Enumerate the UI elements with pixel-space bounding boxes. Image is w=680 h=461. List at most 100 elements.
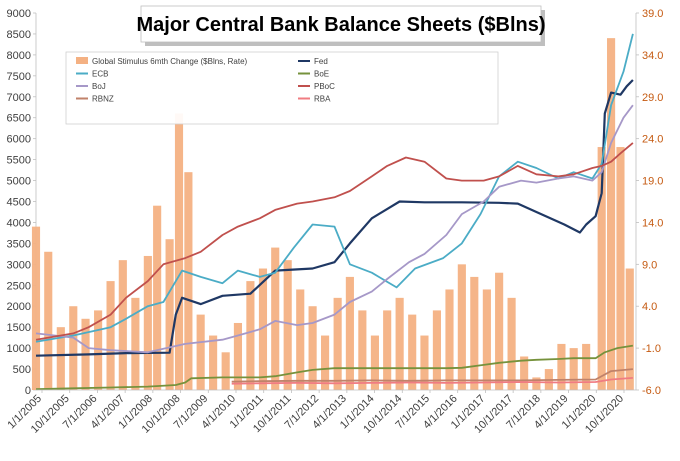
legend-items: Global Stimulus 6mth Change ($Blns, Rate… [76, 57, 335, 104]
stimulus-bar [69, 306, 78, 390]
chart-title-group: Major Central Bank Balance Sheets ($Blns… [136, 5, 546, 46]
stimulus-bar [569, 348, 578, 390]
series-line-boe [35, 344, 634, 391]
left-tick-label: 1500 [7, 322, 31, 334]
legend-label-boj: BoJ [92, 82, 106, 91]
stimulus-bar [520, 356, 529, 390]
series-line-boj [35, 104, 634, 354]
stimulus-bar [258, 268, 268, 390]
right-y-axis: -6.0 -1.0 4.0 9.0 14.0 19.0 24.0 29.0 34.0 39.0 [635, 8, 663, 397]
stimulus-bar [246, 281, 255, 390]
stimulus-bar [445, 289, 454, 390]
legend-label-boe: BoE [314, 70, 329, 79]
stimulus-bar [625, 268, 634, 390]
stimulus-bar [482, 289, 491, 390]
stimulus-bar [495, 272, 504, 390]
stimulus-bar [607, 38, 616, 391]
legend-label-rba: RBA [314, 95, 331, 104]
stimulus-bar [174, 113, 184, 391]
x-axis: 1/1/200510/1/20057/1/20064/1/20071/1/200… [5, 389, 636, 436]
left-y-axis: 0 500 1000 1500 2000 2500 3000 3500 4000 4500 5000… [7, 8, 37, 397]
stimulus-bar [283, 260, 292, 390]
bank-lines [35, 33, 634, 391]
left-tick-label: 3500 [7, 238, 31, 250]
stimulus-bar [432, 310, 441, 390]
stimulus-bar [184, 172, 193, 390]
left-tick-label: 7500 [7, 71, 31, 83]
left-tick-label: 3000 [7, 259, 31, 271]
left-tick-label: 1000 [7, 343, 31, 355]
stimulus-bar [408, 314, 417, 390]
legend-label-stimulus: Global Stimulus 6mth Change ($Blns, Rate… [92, 57, 248, 66]
right-tick-label: 24.0 [642, 134, 663, 146]
stimulus-bar [345, 276, 354, 390]
stimulus-bar [233, 322, 243, 390]
stimulus-bar [532, 377, 541, 390]
left-tick-label: 2000 [7, 301, 31, 313]
stimulus-bar [143, 255, 152, 390]
stimulus-bar [221, 352, 230, 390]
stimulus-bar [321, 335, 330, 390]
left-tick-label: 2500 [7, 280, 31, 292]
stimulus-bar [420, 335, 429, 390]
right-tick-label: 9.0 [642, 259, 657, 271]
legend-box [65, 51, 499, 125]
right-tick-label: 4.0 [642, 301, 657, 313]
stimulus-bar [470, 276, 479, 390]
right-tick-label: -1.0 [642, 343, 661, 355]
legend-label-pboc: PBoC [314, 82, 335, 91]
stimulus-bar [557, 343, 566, 390]
stimulus-bar [209, 335, 218, 390]
right-tick-label: 14.0 [642, 217, 663, 229]
chart-title: Major Central Bank Balance Sheets ($Blns… [136, 14, 545, 36]
stimulus-bar [582, 343, 591, 390]
stimulus-bar [196, 314, 205, 390]
stimulus-bar [94, 310, 103, 390]
right-tick-label: 29.0 [642, 92, 663, 104]
stimulus-bar [507, 297, 516, 390]
left-tick-label: 6500 [7, 113, 31, 125]
right-tick-label: 19.0 [642, 176, 663, 188]
series-line-fed [35, 79, 634, 357]
left-tick-label: 5500 [7, 155, 31, 167]
stimulus-bar [333, 297, 342, 390]
left-tick-label: 8500 [7, 29, 31, 41]
series-line-pboc [35, 142, 634, 341]
stimulus-bar [296, 289, 305, 390]
stimulus-bar [153, 205, 162, 390]
stimulus-bar [44, 251, 53, 390]
series-line-rba [231, 377, 633, 385]
stimulus-bars [31, 38, 634, 391]
stimulus-bar [616, 147, 625, 390]
left-tick-label: 500 [13, 364, 31, 376]
legend-label-rbnz: RBNZ [92, 95, 114, 104]
stimulus-bar [165, 239, 174, 390]
stimulus-bar [106, 281, 115, 390]
stimulus-bar [370, 335, 379, 390]
legend-label-ecb: ECB [92, 70, 108, 79]
left-tick-label: 6000 [7, 134, 31, 146]
stimulus-bar [383, 310, 392, 390]
stimulus-bar [358, 310, 367, 390]
legend-label-fed: Fed [314, 57, 328, 66]
stimulus-bar [131, 297, 140, 390]
chart-legend: Global Stimulus 6mth Change ($Blns, Rate… [65, 51, 499, 125]
left-tick-label: 7000 [7, 92, 31, 104]
stimulus-bar [31, 226, 41, 390]
series-line-ecb [35, 33, 634, 343]
stimulus-bar [308, 306, 317, 390]
left-tick-label: 8000 [7, 50, 31, 62]
left-tick-label: 0 [25, 385, 31, 397]
stimulus-bar [271, 247, 280, 390]
left-tick-label: 4000 [7, 217, 31, 229]
right-tick-label: 39.0 [642, 8, 663, 20]
left-tick-label: 9000 [7, 8, 31, 20]
right-tick-label: 34.0 [642, 50, 663, 62]
left-tick-label: 5000 [7, 176, 31, 188]
stimulus-bar [56, 327, 65, 390]
legend-swatch-stimulus [76, 57, 88, 64]
series-line-rbnz [231, 368, 633, 383]
title-box [140, 5, 542, 43]
